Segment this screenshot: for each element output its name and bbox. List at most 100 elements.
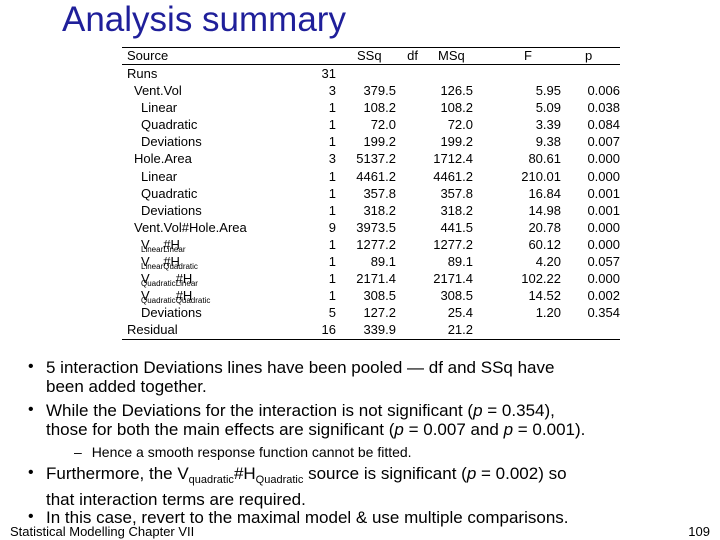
cell-source: Linear: [141, 100, 178, 116]
cell-df: 1: [328, 288, 336, 304]
cell-msq: 72.0: [447, 117, 473, 133]
header-msq: MSq: [438, 48, 465, 63]
cell-p: 0.000: [587, 236, 620, 252]
cell-ssq: 5137.2: [356, 151, 396, 167]
cell-df: 1: [328, 254, 336, 270]
bullet-1-line-2: been added together.: [46, 377, 207, 396]
cell-ssq: 1277.2: [356, 236, 396, 252]
cell-source: Hole.Area: [134, 151, 192, 167]
bullet-3-line-1: Furthermore, the Vquadratic#HQuadratic s…: [46, 464, 567, 486]
cell-f: 5.09: [535, 100, 561, 116]
bullet-2-line-1: While the Deviations for the interaction…: [46, 401, 555, 420]
table-row: Vent.Vol#Hole.Area 9 3973.5 441.5 20.78 0.000: [122, 219, 620, 236]
bullet-1-line-1: 5 interaction Deviations lines have been…: [46, 358, 555, 377]
table-row: Linear 1 108.2 108.2 5.09 0.038: [122, 99, 620, 116]
bullet-2-line-2: those for both the main effects are sign…: [46, 420, 586, 439]
table-row: Deviations 5 127.2 25.4 1.20 0.354: [122, 304, 620, 321]
cell-f: 14.98: [528, 202, 561, 218]
cell-msq: 441.5: [440, 219, 473, 235]
table-row: Runs 31: [122, 65, 620, 82]
cell-msq: 199.2: [440, 134, 473, 150]
table-row: Quadratic 1 72.0 72.0 3.39 0.084: [122, 116, 620, 133]
header-f: F: [524, 48, 532, 63]
cell-ssq: 4461.2: [356, 168, 396, 184]
cell-f: 16.84: [528, 185, 561, 201]
cell-msq: 21.2: [447, 322, 473, 338]
cell-msq: 1277.2: [433, 236, 473, 252]
table-row: Linear 1 4461.2 4461.2 210.01 0.000: [122, 168, 620, 185]
cell-p: 0.000: [587, 219, 620, 235]
sub-bullet-1: – Hence a smooth response function canno…: [74, 444, 412, 460]
anova-table: Source df SSq MSq F p Runs 31 Vent.Vol 3 379…: [122, 47, 620, 340]
cell-source: Deviations: [141, 134, 202, 150]
cell-msq: 357.8: [440, 185, 473, 201]
cell-p: 0.001: [587, 202, 620, 218]
cell-source: Deviations: [141, 202, 202, 218]
cell-df: 5: [328, 305, 336, 321]
cell-ssq: 357.8: [363, 185, 396, 201]
header-source: Source: [127, 48, 169, 63]
cell-ssq: 89.1: [370, 254, 396, 270]
cell-f: 80.61: [528, 151, 561, 167]
cell-source: Vent.Vol#Hole.Area: [134, 219, 247, 235]
cell-source: Linear: [141, 168, 178, 184]
cell-f: 60.12: [528, 236, 561, 252]
sub-bullet-1-text: Hence a smooth response function cannot …: [91, 444, 412, 460]
cell-ssq: 199.2: [363, 134, 396, 150]
cell-df: 1: [328, 100, 336, 116]
bullet-dot: •: [28, 401, 34, 418]
cell-f: 5.95: [535, 83, 561, 99]
cell-p: 0.001: [587, 185, 620, 201]
bullet-dot: •: [28, 464, 34, 481]
slide-title: Analysis summary: [62, 0, 346, 39]
table-row: Deviations 1 318.2 318.2 14.98 0.001: [122, 202, 620, 219]
cell-ssq: 72.0: [370, 117, 396, 133]
bullet-dot: •: [28, 358, 34, 375]
table-row: V Quadratic #H Quadratic 1 308.5 308.5 14.52 0.0…: [122, 287, 620, 305]
header-df: df: [407, 48, 418, 63]
cell-p: 0.057: [587, 254, 620, 270]
cell-ssq: 308.5: [363, 288, 396, 304]
cell-p: 0.006: [587, 83, 620, 99]
cell-df: 1: [328, 185, 336, 201]
cell-f: 1.20: [535, 305, 561, 321]
cell-msq: 318.2: [440, 202, 473, 218]
table-row: Residual 16 339.9 21.2: [122, 321, 620, 338]
table-row: Vent.Vol 3 379.5 126.5 5.95 0.006: [122, 82, 620, 99]
page-number: 109: [688, 524, 710, 539]
table-row: Hole.Area 3 5137.2 1712.4 80.61 0.000: [122, 150, 620, 167]
cell-df: 3: [328, 151, 336, 167]
cell-f: 4.20: [535, 254, 561, 270]
table-body: Runs 31 Vent.Vol 3 379.5 126.5 5.95 0.006 Linear…: [122, 65, 620, 339]
cell-p: 0.000: [587, 271, 620, 287]
cell-msq: 1712.4: [433, 151, 473, 167]
cell-df: 3: [328, 83, 336, 99]
cell-source: V Quadratic #H Quadratic: [141, 288, 211, 306]
cell-msq: 89.1: [447, 254, 473, 270]
cell-msq: 4461.2: [433, 168, 473, 184]
cell-p: 0.002: [587, 288, 620, 304]
cell-df: 1: [328, 236, 336, 252]
cell-source: V Quadratic #H Linear: [141, 271, 198, 289]
bullet-dot: •: [28, 508, 34, 525]
table-row: V Quadratic #H Linear 1 2171.4 2171.4 102.22 0.0…: [122, 270, 620, 288]
cell-df: 9: [328, 219, 336, 235]
cell-p: 0.038: [587, 100, 620, 116]
cell-msq: 126.5: [440, 83, 473, 99]
cell-source: V Linear #H Linear: [141, 236, 186, 254]
cell-ssq: 339.9: [363, 322, 396, 338]
bullet-4-line-1: In this case, revert to the maximal mode…: [46, 508, 569, 527]
cell-df: 1: [328, 134, 336, 150]
cell-source: Quadratic: [141, 185, 198, 201]
cell-source: Quadratic: [141, 117, 198, 133]
cell-source: V Linear #H Quadratic: [141, 254, 198, 272]
cell-msq: 108.2: [440, 100, 473, 116]
cell-ssq: 3973.5: [356, 219, 396, 235]
cell-df: 1: [328, 168, 336, 184]
cell-source: Deviations: [141, 305, 202, 321]
cell-f: 9.38: [535, 134, 561, 150]
cell-ssq: 108.2: [363, 100, 396, 116]
footer-text: Statistical Modelling Chapter VII: [10, 524, 195, 539]
cell-f: 210.01: [521, 168, 561, 184]
cell-ssq: 379.5: [363, 83, 396, 99]
